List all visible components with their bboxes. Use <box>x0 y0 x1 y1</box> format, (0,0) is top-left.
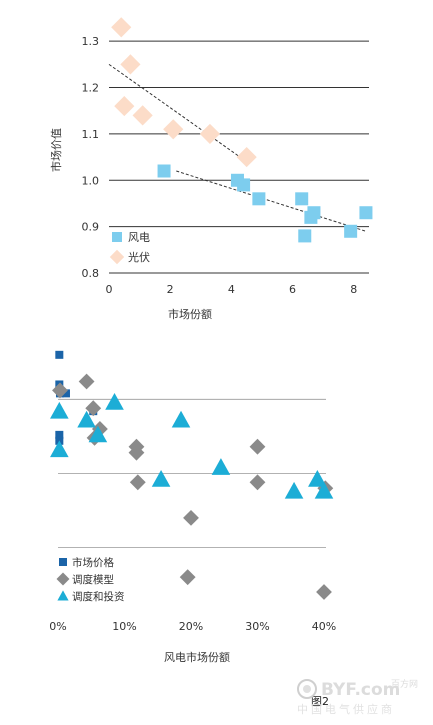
data-point-diamond <box>114 96 135 117</box>
data-point-diamond <box>111 17 132 38</box>
y-tick-label: 1.2 <box>82 82 100 95</box>
watermark-brand-cn: 百方网 <box>391 678 418 690</box>
data-point-diamond <box>128 444 145 461</box>
x-tick-label: 40% <box>312 620 336 633</box>
data-point-square <box>344 224 358 238</box>
x-tick-label: 6 <box>289 283 296 296</box>
x-tick-label: 8 <box>350 283 357 296</box>
x-tick-label: 30% <box>245 620 269 633</box>
trend-line-1 <box>108 63 247 163</box>
y-axis-label: 市场价值 <box>49 128 63 172</box>
data-point-square <box>55 350 64 359</box>
legend-label-1: 光伏 <box>128 250 150 264</box>
x-axis-label: 市场份额 <box>168 307 212 321</box>
data-point-square <box>307 206 321 220</box>
y-tick-label: 1.0 <box>82 174 100 187</box>
legend-marker-0 <box>59 558 67 566</box>
watermark-tagline: 中国电气供应商 <box>297 702 395 716</box>
y-tick-label: 1.3 <box>82 35 100 48</box>
data-point-diamond <box>316 584 332 600</box>
legend-label-0: 风电 <box>128 231 150 244</box>
legend-marker-1 <box>109 249 125 265</box>
data-point-square <box>359 206 373 220</box>
y-tick-label: 0.9 <box>82 221 100 234</box>
data-point-diamond <box>236 147 257 168</box>
watermark-brand: BYF.com <box>321 680 400 700</box>
data-point-triangle <box>284 481 304 499</box>
data-point-diamond <box>52 382 68 399</box>
legend-label-2: 调度和投资 <box>72 590 125 603</box>
data-point-triangle <box>88 425 108 443</box>
data-point-square <box>61 389 70 398</box>
data-point-square <box>237 178 251 192</box>
data-point-diamond <box>91 421 108 437</box>
y-tick-label: 0.8 <box>82 267 100 280</box>
watermark: BYF.com 百方网 中国电气供应商 <box>295 669 425 719</box>
data-point-square <box>298 229 312 243</box>
data-point-square <box>252 192 266 206</box>
x-tick-label: 4 <box>228 283 235 296</box>
data-point-square <box>55 430 64 439</box>
legend-marker-0 <box>112 232 122 242</box>
x-tick-label: 10% <box>112 620 136 633</box>
data-point-triangle <box>77 410 96 428</box>
data-point-square <box>157 164 171 178</box>
data-point-triangle <box>314 481 334 499</box>
legend-label-1: 调度模型 <box>72 573 114 586</box>
x-axis-label: 风电市场份额 <box>164 650 230 664</box>
data-point-diamond <box>199 123 221 144</box>
data-point-diamond <box>129 474 146 491</box>
data-point-diamond <box>78 373 95 390</box>
data-point-triangle <box>105 392 124 410</box>
data-point-square <box>295 192 309 206</box>
legend-label-0: 市场价格 <box>72 556 114 569</box>
figure-label: 图2 <box>311 695 329 708</box>
data-point-diamond <box>183 509 199 526</box>
x-tick-label: 2 <box>167 283 174 296</box>
x-tick-label: 20% <box>179 620 203 633</box>
data-point-diamond <box>132 105 153 126</box>
data-point-diamond <box>249 438 266 455</box>
data-point-diamond <box>249 474 266 491</box>
x-tick-label: 0 <box>106 283 113 296</box>
trend-line-0 <box>176 170 367 232</box>
data-point-diamond <box>85 400 102 417</box>
data-point-triangle <box>50 440 69 458</box>
data-point-diamond <box>179 569 196 586</box>
x-tick-label: 0% <box>49 620 66 633</box>
data-point-triangle <box>50 401 69 419</box>
data-point-triangle <box>308 470 327 487</box>
data-point-triangle <box>171 410 191 428</box>
data-point-triangle <box>151 470 171 487</box>
data-point-diamond <box>163 119 184 140</box>
legend-marker-1 <box>56 572 70 586</box>
data-point-diamond <box>120 54 141 75</box>
data-point-triangle <box>211 458 231 475</box>
legend-marker-2 <box>57 590 69 601</box>
y-tick-label: 1.1 <box>82 128 100 141</box>
